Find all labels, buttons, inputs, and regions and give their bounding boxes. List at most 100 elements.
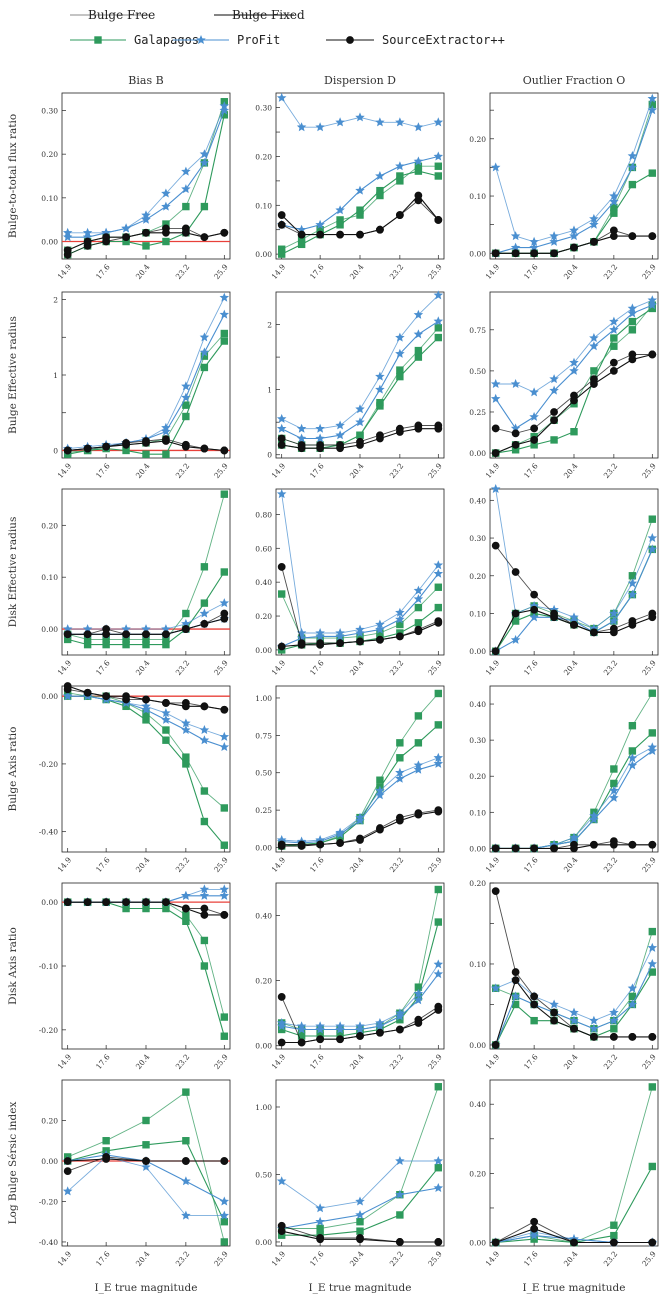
data-point — [356, 1032, 364, 1040]
data-point — [627, 308, 638, 318]
data-point — [200, 936, 209, 945]
y-tick-label: 0 — [53, 446, 58, 455]
data-point — [83, 688, 92, 697]
data-point — [142, 439, 150, 447]
data-point — [433, 560, 444, 570]
data-point — [395, 816, 404, 825]
data-point — [276, 1021, 287, 1031]
data-point — [395, 773, 405, 783]
data-point — [315, 122, 325, 132]
data-point — [569, 1015, 579, 1025]
panel-r1-c0: 0 1 2 14.9 17.6 20.4 23.2 25.9 — [53, 291, 231, 480]
y-tick-label: 2 — [267, 321, 272, 330]
data-point — [413, 156, 424, 166]
data-point — [375, 790, 385, 800]
data-point — [335, 205, 345, 215]
data-point — [511, 976, 520, 985]
data-point — [609, 316, 619, 326]
y-tick-label: 1.00 — [255, 1103, 272, 1112]
data-point — [220, 804, 229, 812]
data-point — [648, 840, 657, 849]
data-point — [414, 712, 423, 720]
data-point — [627, 760, 638, 770]
x-tick-label: 17.6 — [522, 658, 540, 677]
row-label: Disk Axis ratio — [7, 927, 19, 1005]
data-point — [570, 428, 578, 436]
x-tick-label: 20.4 — [562, 461, 580, 480]
data-point — [181, 625, 190, 633]
data-point — [219, 1210, 230, 1220]
data-point — [396, 372, 404, 381]
data-point — [276, 413, 287, 423]
data-point — [142, 630, 150, 639]
panel-r4-c2: 0.00 0.10 0.20 14.9 17.6 20.4 23.2 25.9 — [469, 879, 659, 1071]
panel-r4-c1: 0.00 0.20 0.40 14.9 17.6 20.4 23.2 25.9 — [255, 882, 445, 1071]
data-point — [182, 911, 190, 919]
data-point — [220, 1013, 229, 1021]
data-point — [570, 1024, 578, 1033]
data-point — [276, 423, 287, 433]
data-point — [628, 620, 637, 629]
data-point — [569, 1007, 579, 1017]
data-point — [609, 608, 619, 618]
data-point — [414, 810, 423, 819]
x-tick-label: 23.2 — [602, 1052, 620, 1071]
y-tick-label: 0.00 — [41, 1157, 58, 1166]
data-point — [647, 300, 658, 310]
data-point — [356, 1227, 364, 1235]
data-point — [511, 568, 520, 576]
data-point — [589, 1023, 599, 1033]
data-point — [609, 366, 618, 375]
data-point — [433, 316, 444, 326]
y-tick-label: 0.00 — [255, 646, 272, 655]
data-point — [181, 1157, 190, 1165]
y-tick-label: 0.00 — [255, 250, 272, 259]
panel-r5-c2: 0.00 0.20 0.40 14.9 17.6 20.4 23.2 25.9 — [469, 1079, 659, 1268]
y-tick-label: 0.50 — [469, 367, 486, 376]
data-point — [181, 890, 191, 900]
data-point — [376, 776, 384, 784]
data-point — [142, 1157, 150, 1165]
x-tick-label: 14.9 — [270, 855, 288, 874]
data-point — [335, 420, 345, 430]
data-point — [648, 729, 657, 737]
data-point — [511, 844, 520, 853]
y-tick-label: 0.20 — [255, 977, 272, 986]
x-tick-label: 23.2 — [602, 461, 620, 480]
data-point — [628, 355, 637, 364]
x-tick-label: 23.2 — [388, 461, 406, 480]
data-point — [395, 1156, 405, 1166]
y-tick-label: 0.75 — [469, 326, 486, 335]
y-tick-label: 0.20 — [255, 152, 272, 161]
panel-r0-c2: 0.00 0.10 0.20 14.9 17.6 20.4 23.2 25.9 — [469, 92, 659, 281]
y-tick-label: 0.10 — [255, 201, 272, 210]
data-point — [122, 898, 130, 907]
data-point — [550, 416, 558, 425]
y-tick-label: 1.00 — [255, 694, 272, 703]
data-point — [336, 230, 344, 239]
x-tick-label: 14.9 — [56, 855, 74, 874]
data-point — [530, 424, 539, 433]
data-point — [199, 157, 210, 167]
data-point — [141, 1162, 151, 1172]
data-point — [63, 246, 72, 255]
x-tick-label: 17.6 — [94, 262, 112, 281]
data-point — [142, 228, 150, 237]
data-point — [434, 216, 443, 224]
data-point — [297, 842, 306, 850]
data-point — [142, 450, 150, 458]
data-point — [433, 959, 444, 969]
data-point — [220, 841, 229, 849]
data-point — [356, 1218, 364, 1226]
x-tick-label: 25.9 — [212, 461, 230, 480]
data-point — [142, 242, 150, 250]
data-point — [550, 613, 558, 622]
x-tick-label: 23.2 — [174, 262, 192, 281]
x-tick-label: 20.4 — [562, 1052, 580, 1071]
data-point — [648, 350, 657, 359]
y-tick-label: 0.10 — [41, 194, 58, 203]
data-point — [433, 568, 444, 578]
data-point — [200, 911, 209, 919]
y-tick-label: 0.75 — [255, 731, 272, 740]
data-point — [296, 1024, 307, 1034]
